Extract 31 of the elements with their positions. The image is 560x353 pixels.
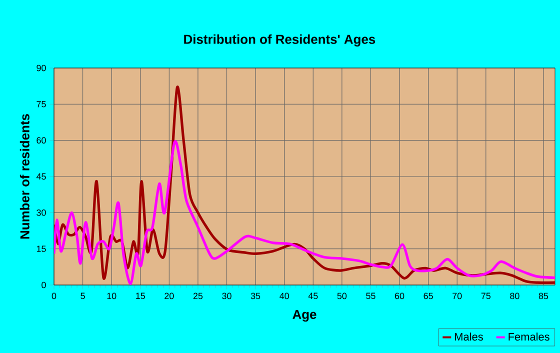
y-tick-label: 60 xyxy=(36,137,46,144)
x-tick-label: 0 xyxy=(52,292,56,300)
legend-label: Females xyxy=(508,332,550,341)
x-tick-label: 75 xyxy=(481,292,491,300)
x-tick-label: 30 xyxy=(222,292,232,300)
x-tick-label: 50 xyxy=(337,292,347,300)
y-axis-title: Number of residents xyxy=(20,114,30,239)
chart-title: Distribution of Residents' Ages xyxy=(184,34,376,47)
x-tick-label: 45 xyxy=(308,292,318,300)
x-tick-label: 35 xyxy=(250,292,260,300)
x-tick-label: 10 xyxy=(107,292,116,300)
y-tick-label: 45 xyxy=(36,173,46,180)
x-tick-label: 5 xyxy=(80,292,85,300)
x-tick-label: 25 xyxy=(193,292,203,300)
x-tick-label: 15 xyxy=(136,292,145,300)
x-tick-label: 65 xyxy=(424,292,433,300)
x-tick-label: 20 xyxy=(164,292,174,300)
x-tick-label: 55 xyxy=(366,292,376,300)
x-tick-label: 85 xyxy=(538,292,548,300)
x-axis-title: Age xyxy=(292,310,316,322)
x-tick-label: 80 xyxy=(510,292,520,300)
line-series xyxy=(54,140,556,285)
y-tick-label: 90 xyxy=(36,64,46,72)
x-tick-label: 70 xyxy=(452,292,462,300)
y-tick-label: 30 xyxy=(36,209,46,216)
y-tick-label: 75 xyxy=(36,101,46,108)
legend-label: Males xyxy=(455,332,483,341)
y-tick-label: 0 xyxy=(42,282,46,288)
y-tick-label: 15 xyxy=(36,246,46,252)
x-tick-label: 40 xyxy=(280,292,289,300)
x-tick-label: 60 xyxy=(394,292,404,300)
